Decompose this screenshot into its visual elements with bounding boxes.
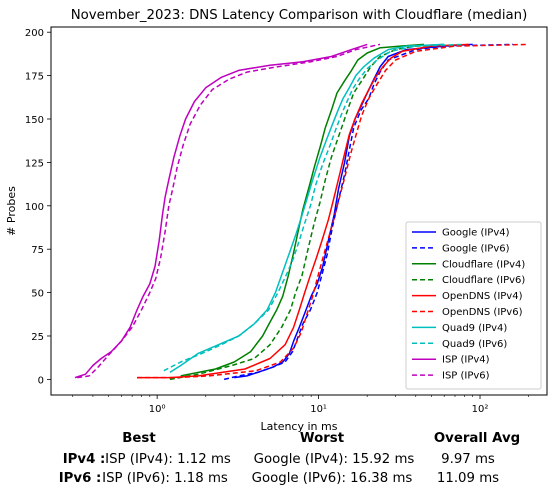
y-tick-label: 50 [31,289,44,300]
x-axis-label: Latency in ms [261,420,338,433]
series-line-6 [169,43,445,374]
legend-item-label: ISP (IPv6) [442,371,490,382]
series-line-3 [169,43,445,381]
y-tick-label: 150 [25,115,44,126]
legend-item-label: Google (IPv6) [442,243,510,254]
series-line-4 [137,43,469,379]
y-tick-label: 75 [31,245,44,256]
series-line-9 [77,43,381,379]
plot-frame [50,26,548,396]
series-line-8 [74,43,368,379]
x-tick-label: 10¹ [310,404,327,415]
y-axis-label: # Probes [5,186,18,236]
legend-item-label: Google (IPv4) [442,228,510,239]
legend-item-label: OpenDNS (IPv4) [442,291,523,302]
y-tick-label: 100 [25,202,44,213]
chart-title: November_2023: DNS Latency Comparison wi… [71,8,528,23]
legend-item-label: Quad9 (IPv6) [442,339,507,350]
y-tick-label: 0 [38,375,44,386]
legend-item-label: OpenDNS (IPv6) [442,307,523,318]
x-tick-label: 10² [472,404,489,415]
plot-area [74,43,529,381]
y-tick-label: 175 [25,72,44,83]
y-axis: 0 25 50 75 100 125 150 175 200 [25,28,51,386]
legend-item-label: Cloudflare (IPv6) [442,275,525,286]
legend-item-label: ISP (IPv4) [442,355,490,366]
legend: Google (IPv4) Google (IPv6) Cloudflare (IP… [405,221,542,390]
legend-item-label: Cloudflare (IPv4) [442,259,525,270]
x-tick-label: 10⁰ [149,404,166,415]
series-line-2 [180,43,425,377]
x-axis: 10⁰ 10¹ 10² [72,395,529,415]
legend-box [405,221,542,390]
y-tick-label: 25 [31,332,44,343]
y-tick-label: 125 [25,158,44,169]
y-tick-label: 200 [25,28,44,39]
legend-item-label: Quad9 (IPv4) [442,323,507,334]
series-line-5 [137,43,529,379]
